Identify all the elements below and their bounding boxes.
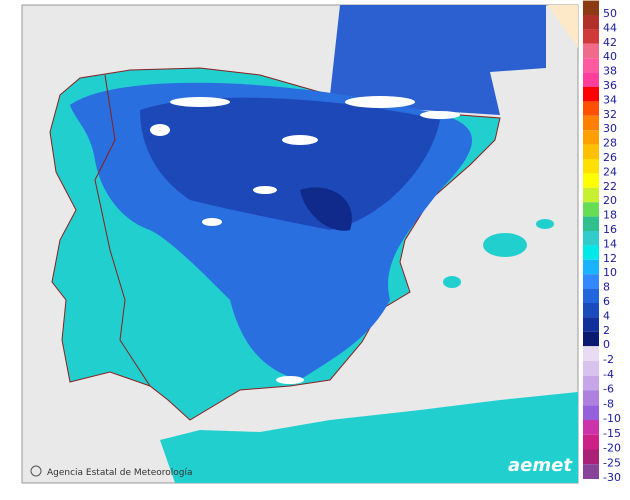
legend-swatch xyxy=(583,361,599,376)
menorca xyxy=(536,219,554,229)
legend-label: -15 xyxy=(603,427,621,440)
interior-cold xyxy=(140,97,440,230)
border xyxy=(94,74,151,387)
ibiza xyxy=(443,276,461,288)
legend-label: 22 xyxy=(603,180,617,193)
legend-label: -25 xyxy=(603,456,621,469)
legend-label: -2 xyxy=(603,353,614,366)
legend-swatch xyxy=(583,0,599,15)
legend-swatch xyxy=(583,130,599,145)
credit: Agencia Estatal de Meteorología xyxy=(47,468,193,478)
logo: aemet xyxy=(508,455,573,476)
legend-label: 30 xyxy=(603,122,617,135)
france xyxy=(330,5,546,115)
legend-label: 20 xyxy=(603,194,617,207)
legend-swatch xyxy=(583,331,599,347)
legend-label: 38 xyxy=(603,65,617,78)
legend-swatch xyxy=(583,231,599,246)
legend-label: 0 xyxy=(603,338,610,351)
legend-label: -20 xyxy=(603,442,621,455)
legend-swatch xyxy=(583,346,599,361)
legend-label: 18 xyxy=(603,209,617,222)
legend-swatch xyxy=(583,449,599,465)
legend-swatch xyxy=(583,159,599,174)
legend-swatch xyxy=(583,43,599,59)
legend-swatch xyxy=(583,115,599,131)
legend-swatch xyxy=(583,464,599,479)
legend-label: 2 xyxy=(603,324,610,337)
legend-label: 36 xyxy=(603,79,617,92)
legend-swatch xyxy=(583,29,599,44)
legend-label: -8 xyxy=(603,397,614,410)
legend-label: 28 xyxy=(603,137,617,150)
legend-swatch xyxy=(583,375,599,391)
legend-swatch xyxy=(583,303,599,318)
legend-label: 40 xyxy=(603,50,617,63)
interior-coldest xyxy=(300,187,352,231)
legend-swatch xyxy=(583,173,599,188)
legend-swatch xyxy=(583,434,599,450)
legend-label: 24 xyxy=(603,165,617,178)
legend-swatch xyxy=(583,15,599,30)
legend-label: 42 xyxy=(603,36,617,49)
legend-label: 8 xyxy=(603,281,610,294)
legend-label: 14 xyxy=(603,237,617,250)
legend-label: 12 xyxy=(603,252,617,265)
legend-label: -30 xyxy=(603,471,621,484)
legend-swatch xyxy=(583,101,599,116)
mallorca xyxy=(483,233,527,257)
legend-label: 34 xyxy=(603,93,617,106)
legend-label: 44 xyxy=(603,21,617,34)
legend-swatch xyxy=(583,58,599,73)
snow xyxy=(150,96,460,384)
legend-swatch xyxy=(583,72,599,87)
legend-swatch xyxy=(583,259,599,275)
legend-swatch xyxy=(583,390,599,406)
legend-swatch xyxy=(583,405,599,420)
africa xyxy=(160,392,578,483)
legend-label: -4 xyxy=(603,368,614,381)
legend-swatch xyxy=(583,274,599,289)
legend-label: 6 xyxy=(603,295,610,308)
legend-label: 26 xyxy=(603,151,617,164)
legend-label: 10 xyxy=(603,266,617,279)
legend-swatch xyxy=(583,245,599,260)
land-outside xyxy=(548,5,578,48)
legend-label: 32 xyxy=(603,108,617,121)
credit-icon xyxy=(30,465,42,477)
legend-label: 50 xyxy=(603,7,617,20)
legend-swatch xyxy=(583,317,599,332)
legend-swatch xyxy=(583,187,599,203)
legend-label: -10 xyxy=(603,412,621,425)
legend-swatch xyxy=(583,144,599,159)
legend-swatch xyxy=(583,202,599,217)
legend-swatch xyxy=(583,87,599,102)
legend-label: 16 xyxy=(603,223,617,236)
legend-swatch xyxy=(583,216,599,231)
legend-swatch xyxy=(583,420,599,435)
legend-label: -6 xyxy=(603,383,614,396)
legend-swatch xyxy=(583,288,599,303)
legend-label: 4 xyxy=(603,309,610,322)
